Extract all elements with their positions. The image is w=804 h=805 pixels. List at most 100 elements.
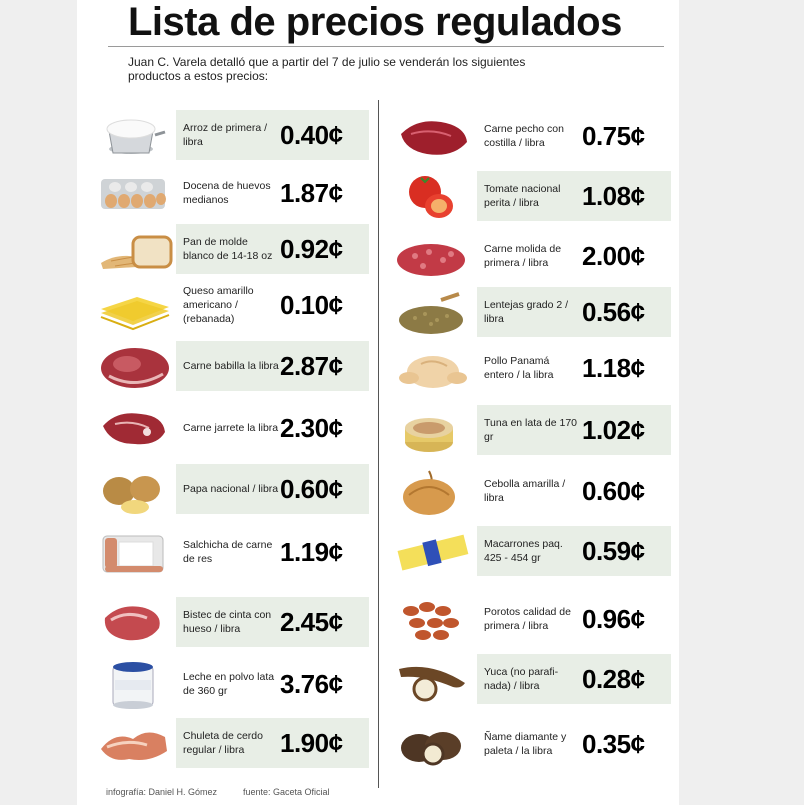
product-label: Carne babilla la libra bbox=[183, 360, 279, 372]
product-item: Arroz de primera / libra 0.40¢ bbox=[95, 110, 371, 160]
product-price: 0.59¢ bbox=[582, 536, 645, 566]
product-price: 1.87¢ bbox=[280, 178, 343, 208]
product-price: 1.90¢ bbox=[280, 728, 343, 758]
row-shade bbox=[477, 287, 671, 337]
product-price: 0.10¢ bbox=[280, 290, 343, 320]
product-label: Lentejas grado 2 / libra bbox=[484, 299, 569, 325]
product-price: 0.92¢ bbox=[280, 234, 343, 264]
product-item: Chuleta de cerdo regular / libra 1.90¢ bbox=[95, 718, 371, 768]
product-price: 1.19¢ bbox=[280, 537, 343, 567]
product-item: Tomate nacional perita / libra 1.08¢ bbox=[395, 171, 675, 221]
product-price: 0.75¢ bbox=[582, 121, 645, 151]
lentils-icon bbox=[399, 292, 463, 334]
credit-text: infografía: Daniel H. Gómez bbox=[106, 787, 218, 797]
yam-icon bbox=[401, 732, 461, 766]
product-label: Arroz de primera / libra bbox=[183, 122, 268, 148]
product-price: 0.56¢ bbox=[582, 297, 645, 327]
product-price: 2.87¢ bbox=[280, 351, 343, 381]
product-price: 0.60¢ bbox=[280, 474, 343, 504]
page-title: Lista de precios regulados bbox=[128, 0, 622, 44]
title-divider bbox=[108, 46, 664, 47]
cheese-icon bbox=[100, 297, 170, 331]
sausage-icon bbox=[102, 535, 164, 573]
pasta-icon bbox=[397, 534, 469, 571]
product-label: Cebolla amarilla / libra bbox=[484, 478, 566, 504]
product-item: Salchicha de carne de res 1.19¢ bbox=[95, 527, 371, 577]
product-label: Ñame diamante y paleta / la libra bbox=[484, 731, 567, 757]
product-price: 2.30¢ bbox=[280, 413, 343, 443]
chicken-icon bbox=[399, 356, 467, 388]
product-item: Pan de molde blanco de 14-18 oz 0.92¢ bbox=[95, 224, 371, 274]
eggs-icon bbox=[101, 179, 166, 209]
row-shade bbox=[176, 464, 369, 514]
product-item: Ñame diamante y paleta / la libra 0.35¢ bbox=[395, 719, 675, 769]
source-text: fuente: Gaceta Oficial bbox=[243, 787, 330, 797]
tomato-icon bbox=[409, 176, 453, 218]
ground-beef-icon bbox=[397, 244, 465, 276]
column-divider bbox=[378, 100, 379, 788]
milk-can-icon bbox=[112, 662, 154, 709]
product-label: Queso amarillo americano / (rebanada) bbox=[183, 285, 254, 325]
subtitle: Juan C. Varela detalló que a partir del … bbox=[128, 55, 526, 83]
product-item: Pollo Panamá entero / la libra 1.18¢ bbox=[395, 343, 675, 393]
onion-icon bbox=[403, 470, 455, 515]
row-shade bbox=[176, 341, 369, 391]
product-label: Carne jarrete la libra bbox=[183, 422, 279, 434]
product-item: Carne babilla la libra 2.87¢ bbox=[95, 341, 371, 391]
row-shade bbox=[477, 171, 671, 221]
product-price: 0.60¢ bbox=[582, 476, 645, 506]
product-price: 2.45¢ bbox=[280, 607, 343, 637]
product-item: Tuna en lata de 170 gr 1.02¢ bbox=[395, 405, 675, 455]
product-item: Bistec de cinta con hueso / libra 2.45¢ bbox=[95, 597, 371, 647]
product-item: Queso amarillo americano / (rebanada) 0.1… bbox=[95, 280, 371, 331]
product-label: Macarrones paq. 425 - 454 gr bbox=[484, 538, 563, 564]
product-label: Bistec de cinta con hueso / libra bbox=[183, 609, 272, 635]
product-label: Tuna en lata de 170 gr bbox=[484, 417, 578, 443]
product-price: 2.00¢ bbox=[582, 241, 645, 271]
row-shade bbox=[477, 654, 671, 704]
beef-icon bbox=[101, 348, 169, 388]
row-shade bbox=[176, 597, 369, 647]
potato-icon bbox=[103, 476, 160, 514]
product-label: Papa nacional / libra bbox=[183, 483, 279, 495]
product-price: 1.18¢ bbox=[582, 353, 645, 383]
product-item: Carne jarrete la libra 2.30¢ bbox=[95, 403, 371, 453]
product-label: Leche en polvo lata de 360 gr bbox=[183, 671, 275, 697]
bread-icon bbox=[101, 235, 173, 269]
row-shade bbox=[176, 110, 369, 160]
product-price: 0.35¢ bbox=[582, 729, 645, 759]
product-label: Chuleta de cerdo regular / libra bbox=[183, 730, 263, 756]
steak-icon bbox=[104, 606, 160, 641]
product-label: Tomate nacional perita / libra bbox=[484, 183, 561, 209]
row-shade bbox=[477, 405, 671, 455]
beef-shank-icon bbox=[103, 413, 165, 445]
product-label: Porotos calidad de primera / libra bbox=[484, 606, 571, 632]
product-label: Pollo Panamá entero / la libra bbox=[484, 355, 554, 381]
product-price: 0.96¢ bbox=[582, 604, 645, 634]
tuna-can-icon bbox=[405, 418, 453, 452]
product-item: Carne molida de primera / libra 2.00¢ bbox=[395, 231, 675, 281]
product-label: Carne pecho con costilla / libra bbox=[484, 123, 564, 149]
product-label: Salchicha de carne de res bbox=[183, 539, 273, 565]
product-item: Papa nacional / libra 0.60¢ bbox=[95, 464, 371, 514]
row-shade bbox=[477, 526, 671, 576]
product-item: Yuca (no parafi- nada) / libra 0.28¢ bbox=[395, 654, 675, 704]
product-item: Carne pecho con costilla / libra 0.75¢ bbox=[395, 111, 675, 161]
product-item: Docena de huevos medianos 1.87¢ bbox=[95, 168, 371, 218]
pork-chop-icon bbox=[101, 732, 167, 760]
rice-icon bbox=[106, 119, 166, 154]
product-item: Porotos calidad de primera / libra 0.96¢ bbox=[395, 594, 675, 644]
product-item: Lentejas grado 2 / libra 0.56¢ bbox=[395, 287, 675, 337]
product-item: Cebolla amarilla / libra 0.60¢ bbox=[395, 466, 675, 516]
brisket-icon bbox=[401, 121, 467, 155]
product-price: 0.40¢ bbox=[280, 120, 343, 150]
product-price: 1.02¢ bbox=[582, 415, 645, 445]
row-shade bbox=[176, 718, 369, 768]
product-item: Leche en polvo lata de 360 gr 3.76¢ bbox=[95, 659, 371, 709]
product-label: Docena de huevos medianos bbox=[183, 180, 271, 206]
product-price: 3.76¢ bbox=[280, 669, 343, 699]
row-shade bbox=[176, 224, 369, 274]
product-label: Carne molida de primera / libra bbox=[484, 243, 562, 269]
product-price: 0.28¢ bbox=[582, 664, 645, 694]
product-label: Yuca (no parafi- nada) / libra bbox=[484, 666, 559, 692]
